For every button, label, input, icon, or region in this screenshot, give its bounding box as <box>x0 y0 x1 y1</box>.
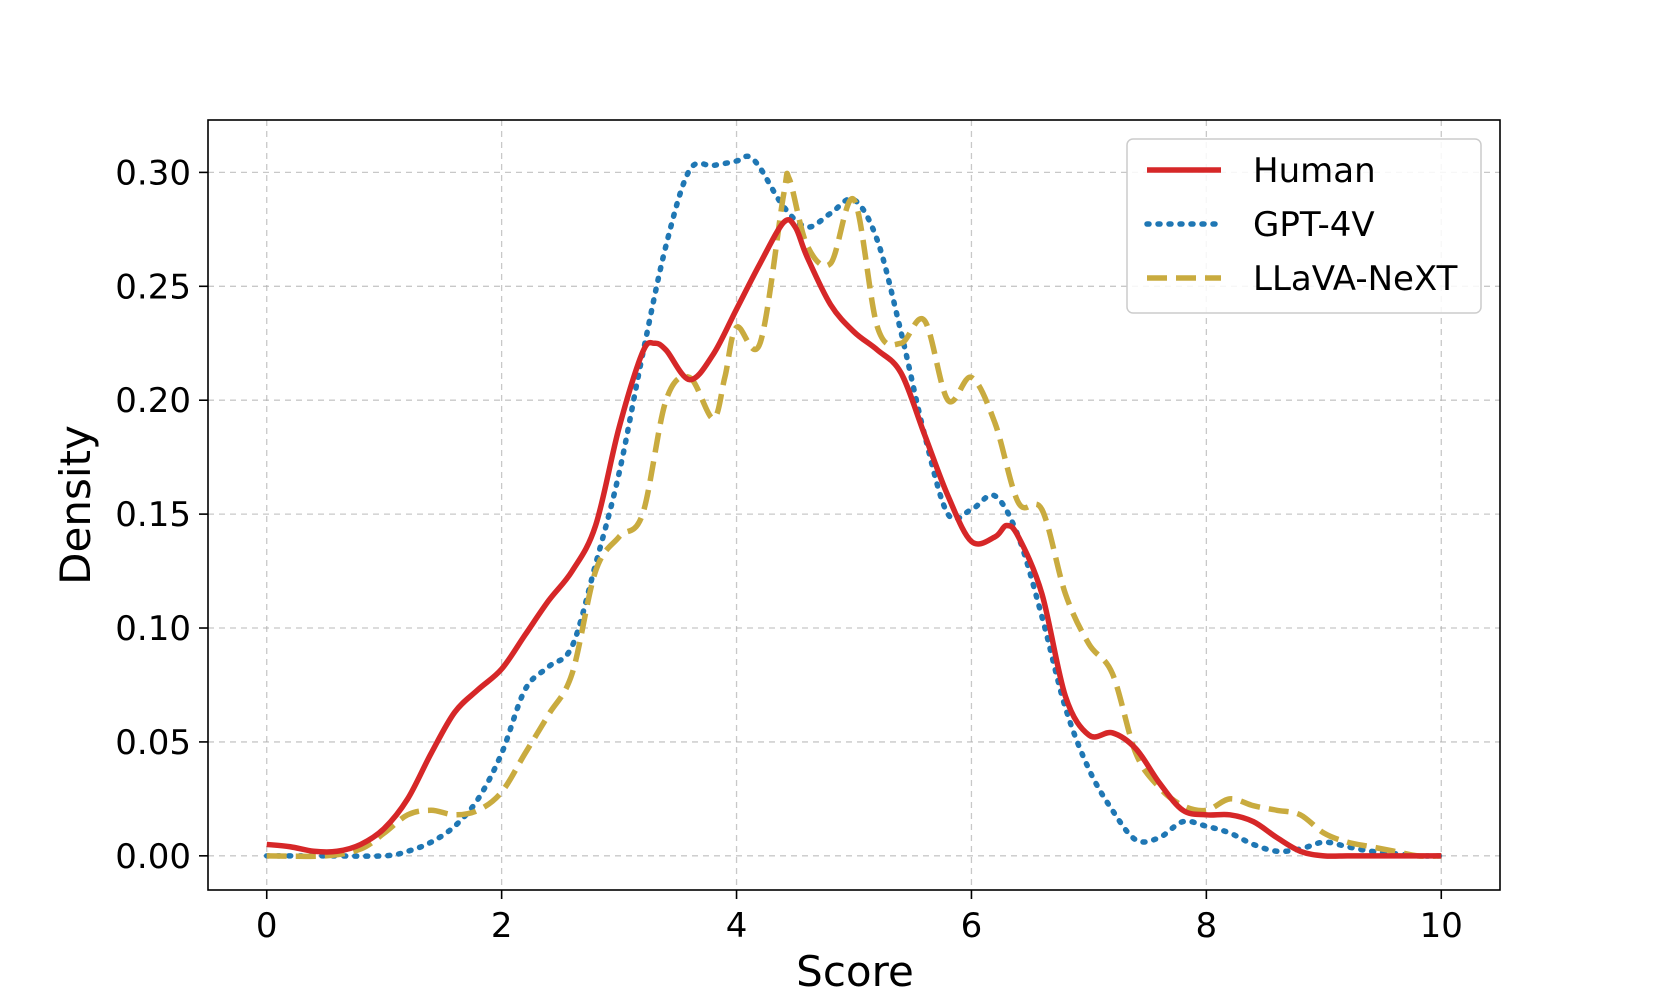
legend-label: GPT-4V <box>1253 205 1375 245</box>
grid <box>208 120 1500 890</box>
y-axis-ticks: 0.00 0.05 0.10 0.15 0.20 0.25 0.30 <box>115 153 208 877</box>
y-tick-label: 0.30 <box>115 153 191 193</box>
y-tick-label: 0.05 <box>115 723 191 763</box>
y-tick-label: 0.20 <box>115 381 191 421</box>
x-axis-label: Score <box>796 947 914 996</box>
legend-items: Human GPT-4V LLaVA-NeXT <box>1144 151 1458 299</box>
legend-box <box>1126 138 1482 314</box>
legend-label: LLaVA-NeXT <box>1253 259 1458 299</box>
y-tick-label: 0.00 <box>115 837 191 877</box>
y-tick-label: 0.10 <box>115 609 191 649</box>
x-axis-ticks: 0 2 4 6 8 10 <box>256 890 1463 946</box>
x-tick-label: 6 <box>961 906 983 946</box>
x-tick-label: 10 <box>1420 906 1463 946</box>
series-line-gpt-4v <box>263 153 1445 859</box>
x-tick-label: 0 <box>256 906 278 946</box>
x-tick-label: 8 <box>1196 906 1218 946</box>
y-tick-label: 0.25 <box>115 267 191 307</box>
x-tick-label: 2 <box>491 906 513 946</box>
legend-label: Human <box>1253 151 1376 191</box>
plot-frame <box>207 119 1501 891</box>
legend: Human GPT-4V LLaVA-NeXT <box>1126 138 1482 314</box>
y-tick-label: 0.15 <box>115 495 191 535</box>
y-axis-label: Density <box>51 425 100 585</box>
series-lines <box>263 153 1445 860</box>
series-line-human <box>266 217 1442 859</box>
series-line-llava-next <box>266 170 1442 860</box>
x-tick-label: 4 <box>726 906 748 946</box>
